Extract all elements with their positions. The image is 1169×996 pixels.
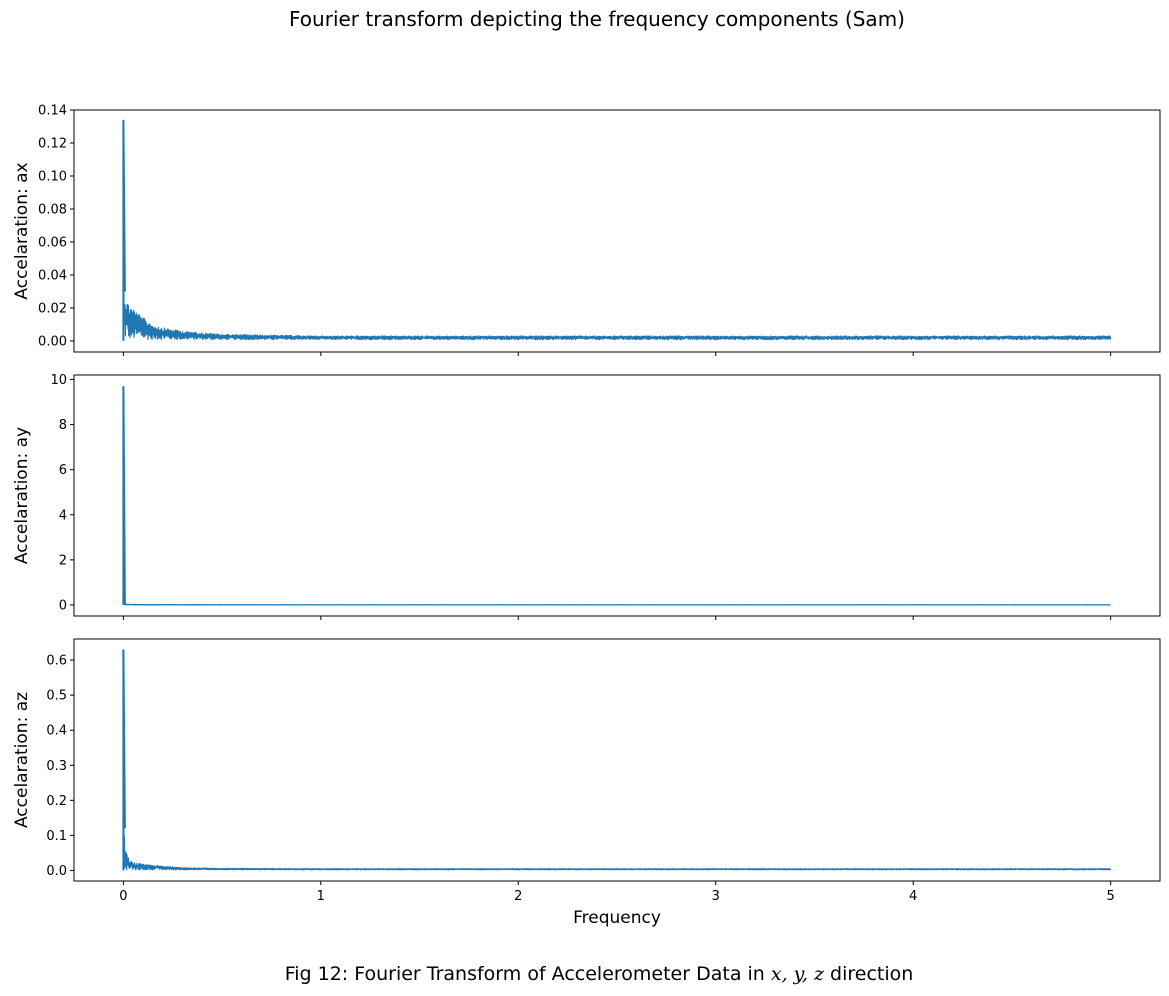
series-line: [122, 119, 1112, 341]
axes-frame: [73, 638, 1161, 882]
x-tick-label: 0: [119, 889, 127, 904]
y-tick-label: 0.14: [38, 104, 67, 119]
axes-frame: [73, 374, 1161, 617]
y-tick-label: 0.00: [38, 334, 67, 349]
y-tick-label: 0.08: [38, 202, 67, 217]
y-axis-label: Accelaration: ax: [12, 162, 32, 299]
figure-caption: Fig 12: Fourier Transform of Acceleromet…: [285, 963, 914, 985]
y-tick-label: 0.6: [46, 654, 67, 669]
caption-suffix: direction: [824, 963, 913, 985]
series-peak: [122, 119, 126, 341]
x-tick-label: 5: [1106, 889, 1114, 904]
series-peak: [122, 386, 126, 605]
y-axis-label: Accelaration: az: [12, 692, 32, 828]
y-tick-label: 0.4: [46, 724, 67, 739]
y-tick-label: 6: [59, 463, 67, 478]
series-line: [122, 386, 1111, 606]
x-tick-label: 1: [317, 889, 325, 904]
y-tick-label: 0: [59, 598, 67, 613]
y-tick-label: 0.1: [46, 829, 67, 844]
series-peak: [122, 649, 126, 871]
subplot-3: 0.0 0.1 0.2 0.3 0.4 0.5 0.6 0 1 2 3 4 5 Accelaration:…: [12, 638, 1161, 928]
series-line: [122, 649, 1112, 871]
x-tick-label: 2: [514, 889, 522, 904]
figure-title: Fourier transform depicting the frequenc…: [289, 7, 905, 31]
axes-frame: [73, 109, 1161, 353]
y-tick-label: 10: [50, 373, 67, 388]
caption-prefix: Fig 12: Fourier Transform of Acceleromet…: [285, 963, 771, 985]
y-tick-label: 8: [59, 418, 67, 433]
y-tick-label: 0.12: [38, 136, 67, 151]
y-tick-label: 0.5: [46, 689, 67, 704]
y-tick-label: 0.04: [38, 268, 67, 283]
subplots: 0.000.020.040.060.080.100.120.14Accelara…: [12, 104, 1161, 928]
y-tick-label: 0.02: [38, 301, 67, 316]
caption-math: x, y, z: [771, 963, 825, 985]
subplot-1: 0.00 0.02 0.04 0.06 0.08 0.10 0.12 0.14 Accelara…: [12, 104, 1161, 356]
y-tick-label: 4: [59, 508, 67, 523]
y-tick-label: 0.0: [46, 864, 67, 879]
x-tick-label: 4: [909, 889, 917, 904]
y-tick-label: 2: [59, 553, 67, 568]
x-tick-label: 3: [712, 889, 720, 904]
y-axis-label: Accelaration: ay: [12, 427, 32, 564]
y-tick-label: 0.06: [38, 235, 67, 250]
y-tick-label: 0.10: [38, 169, 67, 184]
x-axis-label: Frequency: [573, 908, 661, 928]
y-tick-label: 0.3: [46, 759, 67, 774]
y-tick-label: 0.2: [46, 794, 67, 809]
subplot-2: 0 2 4 6 8 10 Accelaration: ay: [12, 373, 1161, 620]
